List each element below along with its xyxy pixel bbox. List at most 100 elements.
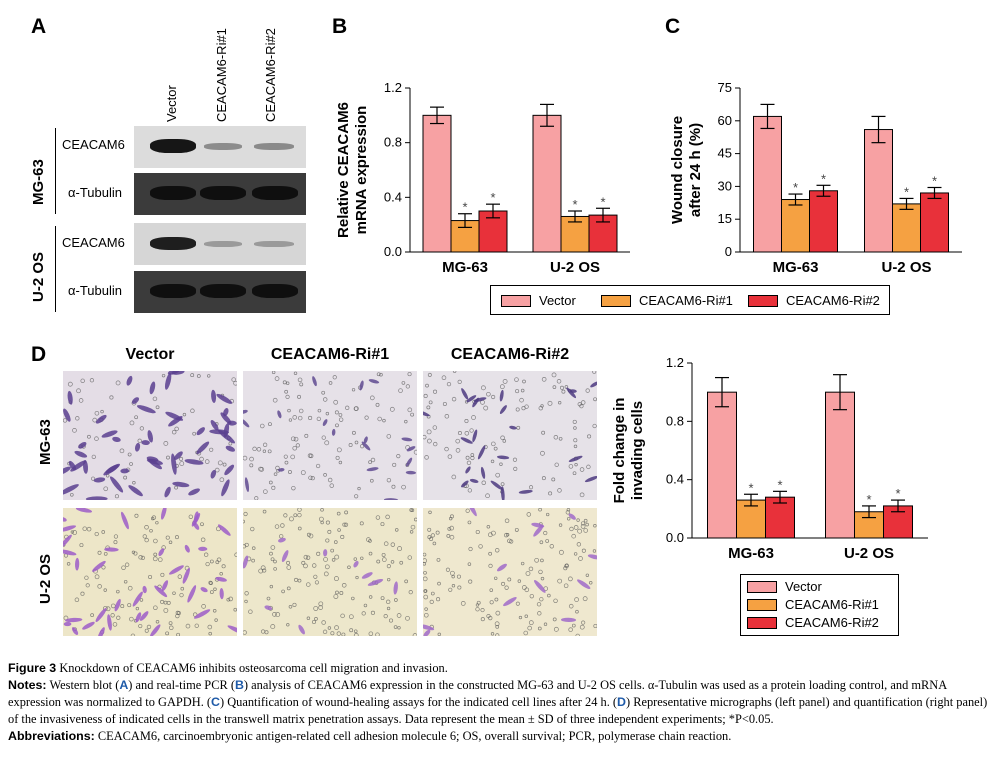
pore: [467, 562, 472, 566]
pore: [348, 443, 353, 447]
pore: [437, 632, 441, 636]
bar: [781, 199, 810, 253]
pore: [293, 436, 299, 442]
invaded-cell: [278, 468, 285, 472]
pore: [427, 535, 432, 540]
invaded-cell: [63, 549, 77, 556]
pore: [447, 454, 453, 459]
pore: [382, 418, 386, 423]
pore: [286, 586, 291, 591]
pore: [271, 371, 276, 375]
pore: [436, 557, 441, 562]
invaded-cell: [587, 554, 597, 560]
pore: [174, 485, 178, 490]
pore: [423, 570, 427, 575]
invaded-cell: [211, 389, 217, 403]
pore: [541, 430, 546, 435]
pore: [500, 435, 505, 441]
pore: [231, 377, 236, 382]
abbr-text: CEACAM6, carcinoembryonic antigen-relate…: [97, 729, 732, 743]
pore: [578, 556, 583, 561]
pore: [87, 434, 91, 439]
pore: [364, 415, 369, 420]
pore: [456, 574, 461, 579]
pore: [262, 449, 267, 453]
invaded-cell: [215, 576, 227, 582]
invaded-cell: [75, 557, 80, 571]
invaded-cell: [74, 450, 88, 458]
pore: [351, 596, 355, 601]
pore: [547, 400, 553, 406]
invaded-cell: [71, 627, 79, 635]
pore: [385, 514, 390, 520]
invaded-cell: [158, 548, 165, 557]
pore: [489, 588, 494, 592]
invaded-cell: [63, 525, 77, 532]
pore: [572, 471, 577, 476]
invaded-cell: [78, 442, 87, 449]
pore: [468, 546, 473, 552]
invaded-cell: [509, 425, 517, 430]
blot-band: [204, 143, 242, 150]
pore: [327, 529, 332, 534]
pore: [256, 447, 262, 452]
significance-star: *: [821, 171, 826, 186]
pore: [385, 599, 391, 605]
pore: [297, 377, 303, 383]
pore: [427, 527, 432, 532]
pore: [168, 540, 173, 545]
pore: [306, 582, 311, 587]
pore: [581, 548, 586, 553]
pore: [217, 460, 223, 466]
pore: [129, 616, 134, 622]
pore: [547, 593, 551, 598]
pore: [444, 446, 449, 452]
pore: [561, 389, 566, 394]
pore: [160, 572, 165, 577]
pore: [270, 545, 276, 550]
panel-label-a: A: [31, 15, 47, 38]
legend-label: CEACAM6-Ri#2: [785, 615, 879, 630]
pore: [179, 456, 184, 461]
pore: [70, 530, 75, 534]
pore: [445, 567, 451, 572]
pore: [515, 601, 520, 606]
invaded-cell: [188, 488, 200, 496]
pore: [368, 595, 373, 599]
y-axis-label-line: invading cells: [629, 401, 646, 500]
pore: [301, 560, 306, 565]
pore: [129, 420, 135, 426]
chart-c: 0 15 30 45 60 75 Wound closureafter 24 h (%) * *…: [669, 80, 962, 276]
pore: [408, 590, 413, 595]
pore: [588, 581, 593, 585]
invaded-cell: [499, 405, 507, 414]
pore: [297, 512, 302, 518]
pore: [501, 581, 506, 586]
pore: [144, 628, 149, 633]
pore: [354, 494, 359, 499]
pore: [336, 511, 341, 516]
invaded-cell: [92, 560, 106, 572]
caption-abbreviations: Abbreviations: CEACAM6, carcinoembryonic…: [8, 728, 1000, 745]
invaded-cell: [161, 580, 169, 592]
pore: [204, 459, 210, 464]
invaded-cell: [472, 429, 478, 443]
pore: [468, 579, 473, 584]
pore: [312, 619, 316, 624]
pore: [116, 615, 121, 620]
invaded-cell: [150, 624, 161, 636]
x-category-label: U-2 OS: [881, 259, 931, 276]
pore: [383, 541, 389, 546]
pore: [524, 587, 530, 593]
pore: [304, 433, 309, 438]
pore: [114, 494, 119, 499]
pore: [409, 530, 414, 534]
pore: [387, 577, 391, 582]
pore: [558, 436, 563, 441]
pore: [149, 528, 153, 533]
pore: [457, 379, 462, 385]
pore: [311, 563, 317, 568]
pore: [67, 381, 73, 387]
pore: [424, 455, 429, 460]
invaded-cell: [184, 544, 190, 553]
